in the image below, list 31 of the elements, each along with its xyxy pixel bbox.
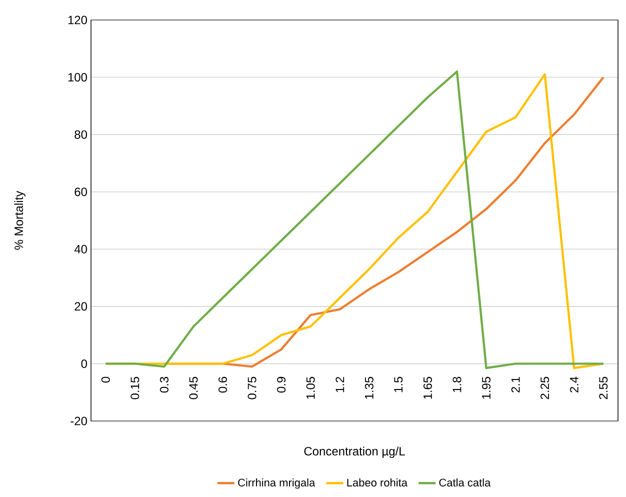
x-tick-label: 1.05: [306, 376, 315, 399]
y-axis-title: % Mortality: [14, 190, 26, 250]
x-tick-label: 0.75: [248, 376, 256, 400]
x-axis-title: Concentration µg/L: [304, 446, 405, 458]
x-tick-label: 1.5: [394, 376, 403, 392]
y-tick-label: 40: [74, 244, 88, 254]
x-tick-label: 1.8: [452, 376, 462, 392]
x-tick-label: 2.25: [540, 376, 550, 400]
y-tick-label: 20: [74, 302, 88, 311]
x-tick-label: 1.2: [336, 376, 344, 392]
x-tick-label: 0.9: [277, 376, 286, 393]
x-tick-label: 0.3: [160, 376, 168, 393]
legend-label: Cirrhina mrigala: [238, 478, 316, 489]
x-tick-label: 0.6: [218, 376, 228, 393]
x-tick-label: 0.45: [189, 376, 198, 400]
x-tick-label: 0.15: [130, 376, 140, 400]
legend-label: Labeo rohita: [347, 478, 408, 486]
y-tick-label: 0: [81, 359, 88, 368]
x-tick-label: 1.35: [364, 376, 374, 399]
y-tick-label: 100: [68, 73, 88, 82]
x-tick-label: 0: [101, 376, 110, 383]
x-tick-label: 1.65: [423, 376, 432, 399]
x-tick-label: 1.95: [482, 376, 491, 399]
x-tick-label: 2.4: [570, 376, 578, 392]
y-tick-label: 60: [74, 188, 88, 196]
x-tick-label: 2.1: [511, 376, 520, 392]
y-tick-label: 120: [68, 16, 88, 24]
x-tick-label: 2.55: [599, 376, 608, 400]
y-tick-label: -20: [70, 416, 88, 426]
legend-label: Catla catla: [439, 478, 491, 486]
y-tick-label: 80: [74, 130, 88, 139]
